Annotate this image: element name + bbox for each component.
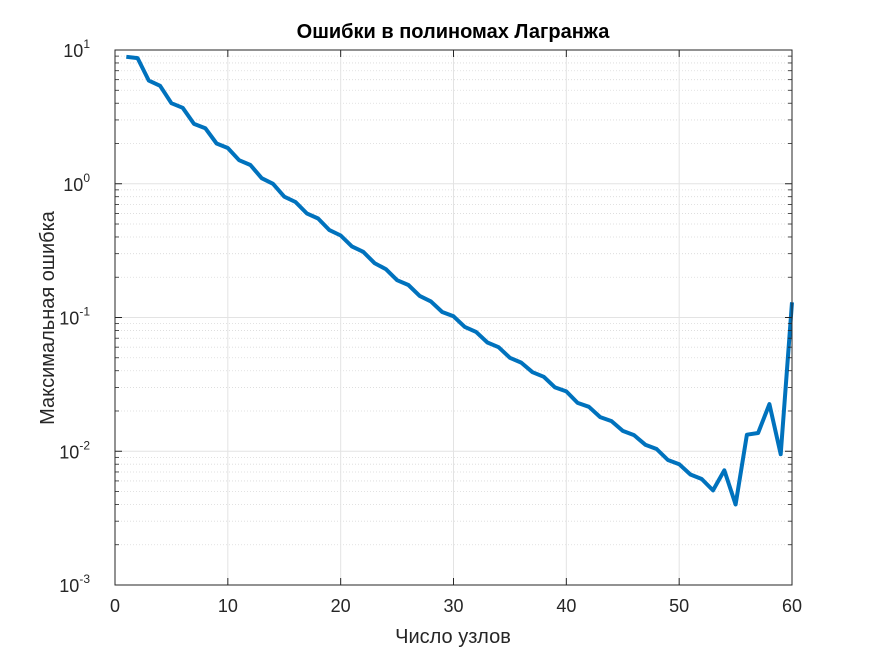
data-line-layer [126, 54, 794, 507]
x-tick-labels: 0 10 20 30 40 50 60 [110, 596, 802, 616]
series-line [126, 54, 794, 507]
chart-title: Ошибки в полиномах Лагранжа [297, 21, 611, 43]
y-tick-exponent: 0 [83, 171, 90, 185]
x-tick-label: 50 [669, 596, 689, 616]
x-tick-label: 30 [443, 596, 463, 616]
y-tick-exponent: -2 [79, 438, 90, 452]
tick-marks [114, 49, 793, 586]
y-tick-exponent: -3 [79, 572, 90, 586]
x-tick-label: 40 [556, 596, 576, 616]
x-tick-label: 60 [782, 596, 802, 616]
y-tick-exponent: 1 [83, 37, 90, 51]
x-axis-label: Число узлов [395, 626, 511, 648]
x-tick-label: 20 [331, 596, 351, 616]
y-axis-label: Максимальная ошибка [37, 210, 59, 425]
y-tick-exponent: -1 [79, 305, 90, 319]
x-tick-label: 10 [218, 596, 238, 616]
x-tick-label: 0 [110, 596, 120, 616]
